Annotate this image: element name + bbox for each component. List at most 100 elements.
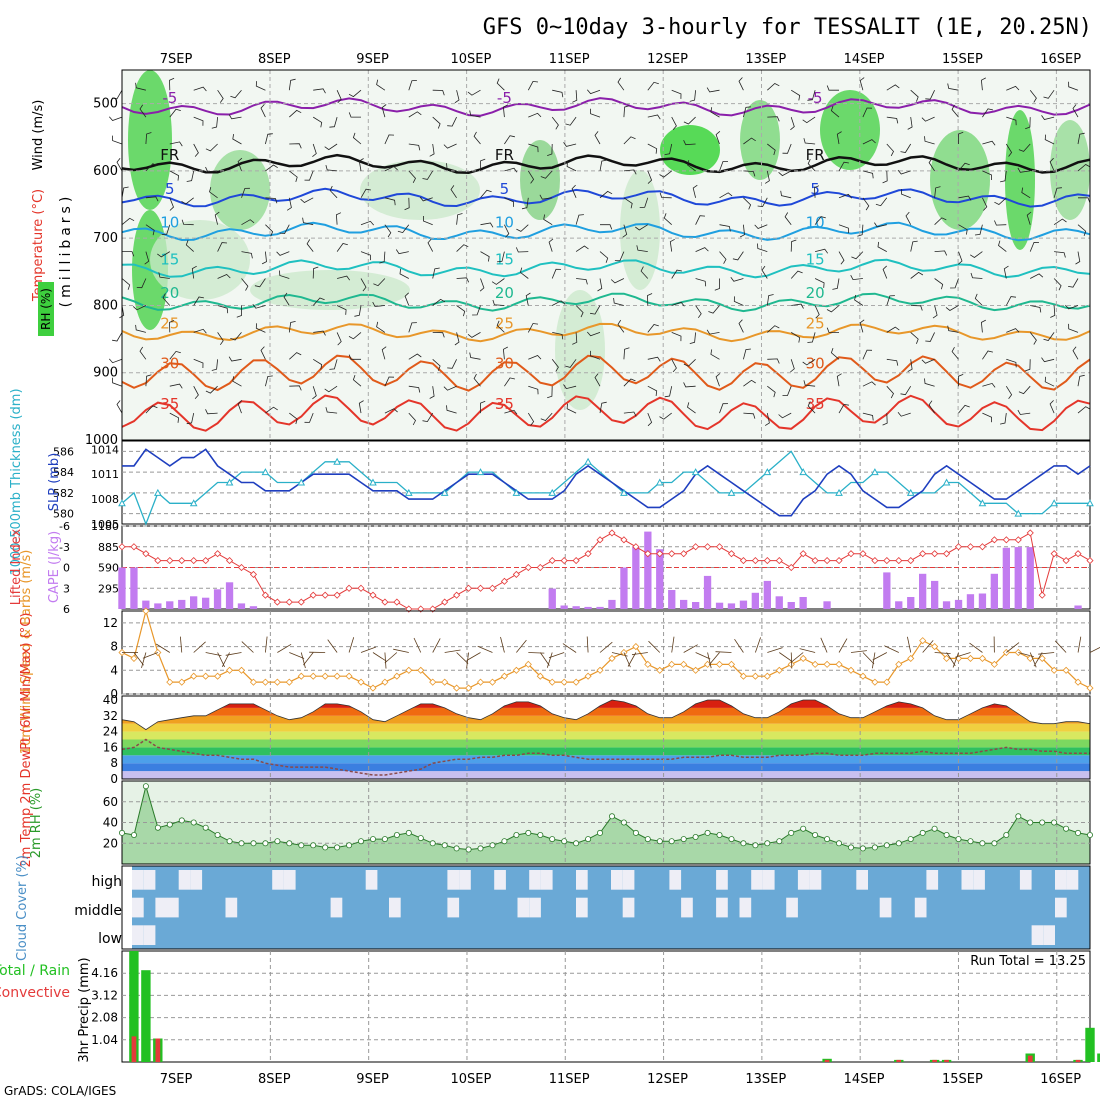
rh-point [967, 838, 974, 845]
wind-barb [358, 400, 364, 414]
pressure-tick-label: 700 [93, 231, 118, 246]
wind-barb [791, 303, 804, 309]
wind-barb [647, 143, 658, 154]
wind-barb [381, 346, 387, 360]
wind-barb [121, 217, 135, 226]
lifted-point [130, 543, 138, 551]
wind-speed-point [130, 654, 138, 662]
lifted-point [1002, 536, 1010, 544]
wind-barb [336, 332, 342, 346]
wind-barb [743, 348, 751, 360]
wind-barb [719, 251, 727, 264]
cloud-cell [739, 897, 752, 918]
wind-barb [360, 646, 377, 653]
wind-barb [955, 652, 971, 658]
wind-barb [527, 412, 535, 426]
wind-barb [734, 638, 744, 653]
wind-barb [384, 652, 398, 664]
cloud-cell [1019, 870, 1032, 890]
wind-barb [360, 251, 371, 261]
wind-barb [496, 320, 505, 333]
wind-barb [279, 270, 290, 279]
cape-bar [202, 597, 210, 609]
wind-barb [205, 385, 218, 394]
wind-barb [907, 359, 913, 372]
wind-barb [719, 192, 733, 199]
cloud-cell [447, 870, 460, 890]
wind-barb [480, 158, 486, 171]
wind-barb [862, 349, 873, 360]
rh2m-axis-label: 2m RH (%) [29, 788, 44, 859]
lifted-tick-label: -3 [59, 541, 70, 554]
wind-barb [547, 386, 553, 399]
wind-barb [994, 220, 1007, 226]
thickness-point [978, 499, 987, 507]
rh-point [274, 838, 281, 845]
wind-speed-point [608, 654, 616, 662]
precip-conv-label: Convective [0, 985, 70, 1001]
wind-barb [854, 294, 864, 306]
wind-barb [838, 251, 845, 265]
cape-bar [680, 599, 688, 609]
temp-tick-label: 24 [103, 725, 118, 739]
isotherm-line [121, 221, 1091, 242]
lifted-point [608, 529, 616, 537]
isotherm-label: 35 [495, 395, 514, 413]
wind-barb [502, 104, 508, 118]
wind-speed-point [859, 672, 867, 680]
rh-point [381, 836, 388, 843]
wind-barb [467, 332, 481, 338]
isotherm-label: -5 [162, 89, 177, 107]
cape-bar [560, 605, 568, 609]
wind-barb [502, 346, 508, 360]
wind-barb [395, 249, 409, 255]
precip-total-bar [129, 951, 139, 1062]
wind-barb [358, 158, 364, 171]
wind-speed-point [417, 666, 425, 674]
wind-barb [692, 184, 698, 198]
wind-barb [1077, 224, 1087, 237]
wind-barb [444, 649, 461, 653]
wind-barb [209, 186, 218, 199]
lifted-point [895, 557, 903, 565]
rh-point [429, 840, 436, 847]
wind-barb [527, 80, 539, 91]
wind-barb [408, 170, 416, 183]
wind-barb [432, 89, 445, 96]
lifted-point [990, 536, 998, 544]
rh-point [656, 838, 663, 845]
wind-barb [265, 375, 273, 387]
wind-barb [408, 322, 417, 333]
wind-barb [1033, 652, 1043, 667]
wind-speed-point [178, 678, 186, 686]
wind-barb [211, 359, 218, 371]
wind-barb [1077, 406, 1091, 414]
cape-bar [632, 546, 640, 609]
wind-barb [1077, 164, 1091, 172]
thickness-point [440, 488, 449, 496]
wind-barb [586, 331, 601, 337]
wind-barb [289, 170, 298, 183]
top-date-label: 14SEP [844, 52, 885, 67]
temperature-axis-label: Temperature (°C) [31, 189, 46, 302]
wind-barb [504, 167, 518, 173]
cloud-cell [517, 897, 530, 918]
cape-tick-label: 1180 [91, 520, 119, 533]
wind-barb [998, 240, 1007, 252]
wind-speed-point [548, 678, 556, 686]
wind-speed-point [692, 666, 700, 674]
rh-point [393, 832, 400, 839]
lifted-point [560, 557, 568, 565]
wind-barb [352, 374, 362, 387]
wind-barb [767, 116, 780, 122]
wind-barb [575, 245, 589, 252]
wind-speed-point [823, 660, 831, 668]
wind-speed-point [333, 672, 341, 680]
rh-contour-fill [210, 150, 270, 230]
cape-bar [1026, 547, 1034, 609]
lifted-point [381, 598, 389, 606]
wind-barb [886, 84, 900, 91]
precip-conv-bar [1075, 1059, 1081, 1062]
